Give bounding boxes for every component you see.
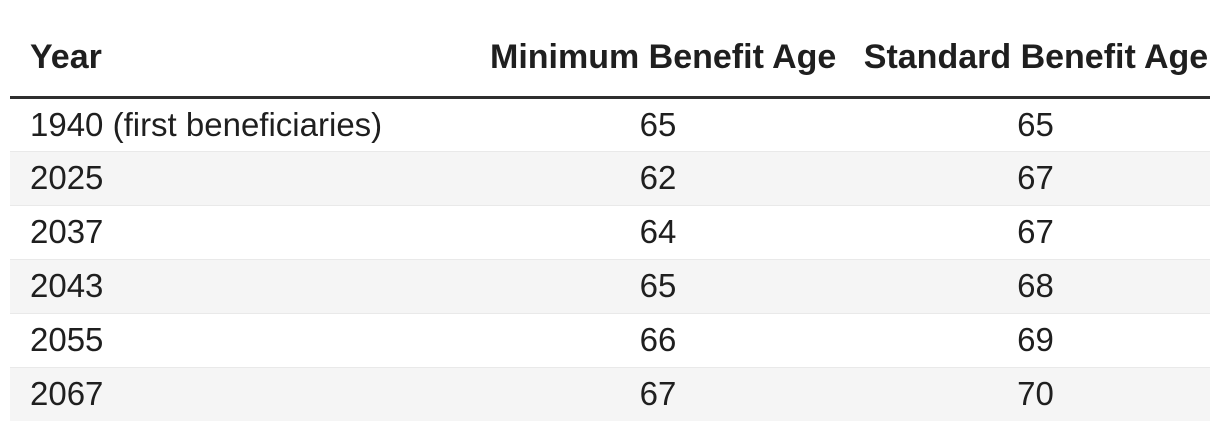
table-row: 1940 (first beneficiaries) 65 65 xyxy=(10,97,1210,151)
standard-age-cell: 67 xyxy=(1017,159,1054,196)
table-row: 2037 64 67 xyxy=(10,205,1210,259)
table-header-row: Year Minimum Benefit Age Standard Benefi… xyxy=(10,0,1210,99)
table-row: 2043 65 68 xyxy=(10,259,1210,313)
column-header-standard-benefit-age: Standard Benefit Age xyxy=(826,0,1210,99)
table-container: Year Minimum Benefit Age Standard Benefi… xyxy=(10,0,1210,421)
table-row: 2025 62 67 xyxy=(10,151,1210,205)
table-row: 2067 67 70 xyxy=(10,367,1210,421)
year-cell: 2025 xyxy=(30,159,104,196)
minimum-age-cell: 67 xyxy=(639,375,677,413)
standard-age-cell: 65 xyxy=(1017,105,1054,143)
column-header-minimum-benefit-age: Minimum Benefit Age xyxy=(490,0,836,99)
table-row: 2055 66 69 xyxy=(10,313,1210,367)
year-cell: 2037 xyxy=(30,213,104,250)
benefit-age-table: Year Minimum Benefit Age Standard Benefi… xyxy=(10,0,1210,421)
year-cell: 2067 xyxy=(30,375,104,413)
minimum-age-cell: 65 xyxy=(639,267,677,304)
year-cell: 2055 xyxy=(30,321,104,358)
year-cell: 1940 (first beneficiaries) xyxy=(30,105,383,143)
standard-age-cell: 70 xyxy=(1017,375,1054,413)
minimum-age-cell: 65 xyxy=(639,105,677,143)
column-header-year: Year xyxy=(10,0,490,99)
standard-age-cell: 69 xyxy=(1017,321,1054,358)
year-cell: 2043 xyxy=(30,267,104,304)
minimum-age-cell: 66 xyxy=(639,321,677,358)
standard-age-cell: 68 xyxy=(1017,267,1054,304)
standard-age-cell: 67 xyxy=(1017,213,1054,250)
minimum-age-cell: 62 xyxy=(639,159,677,196)
minimum-age-cell: 64 xyxy=(639,213,677,250)
